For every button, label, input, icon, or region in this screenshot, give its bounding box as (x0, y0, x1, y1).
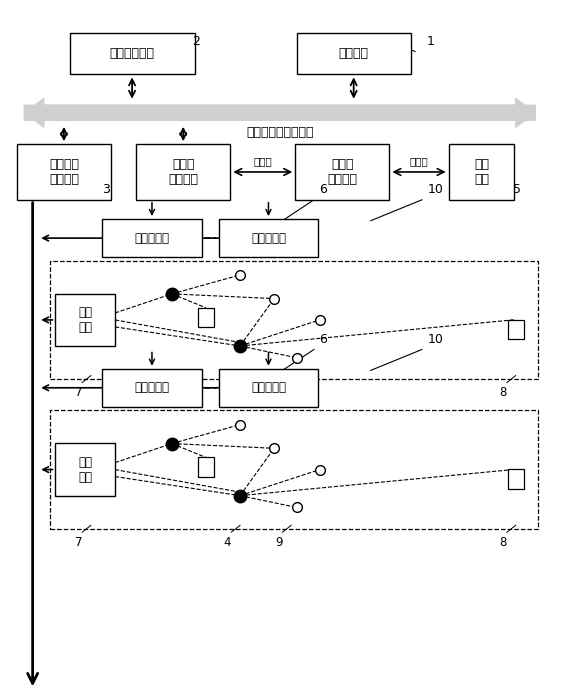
Bar (198, 457, 214, 477)
Text: 4: 4 (224, 386, 231, 399)
Text: 5: 5 (513, 183, 521, 196)
FancyArrow shape (24, 98, 536, 127)
Text: 6: 6 (320, 333, 327, 345)
Bar (55, 443, 115, 496)
Text: 互联网
接入网关: 互联网 接入网关 (327, 158, 357, 186)
Bar (198, 308, 214, 327)
Bar (70, 33, 195, 75)
Bar (295, 144, 389, 200)
Text: 10: 10 (428, 183, 444, 196)
Text: 互联网: 互联网 (409, 157, 428, 166)
Text: 3: 3 (103, 183, 110, 196)
Bar (508, 469, 524, 489)
Bar (102, 219, 202, 257)
Text: 9: 9 (275, 535, 283, 549)
Text: 6: 6 (320, 183, 327, 196)
Text: 数据库服务器: 数据库服务器 (110, 47, 155, 60)
FancyArrow shape (24, 98, 536, 127)
Text: 有线传感器: 有线传感器 (134, 381, 170, 394)
Text: 2: 2 (192, 35, 200, 48)
Bar (219, 368, 318, 407)
Text: 网关
节点: 网关 节点 (78, 306, 92, 334)
Bar (102, 368, 202, 407)
Bar (449, 144, 514, 200)
Bar (136, 144, 230, 200)
Text: 7: 7 (75, 535, 82, 549)
Bar (17, 144, 111, 200)
Text: 有线传感器: 有线传感器 (134, 231, 170, 245)
Text: 监控终端: 监控终端 (339, 47, 369, 60)
Bar (50, 261, 538, 379)
Text: 4: 4 (224, 535, 231, 549)
Text: 7: 7 (75, 386, 82, 399)
Text: 8: 8 (500, 535, 507, 549)
Bar (508, 319, 524, 339)
Text: 远程
终端: 远程 终端 (474, 158, 489, 186)
Text: 有线传感器: 有线传感器 (251, 381, 286, 394)
Text: 互联网: 互联网 (254, 157, 272, 166)
Text: 10: 10 (428, 333, 444, 345)
Bar (297, 33, 411, 75)
Text: 网关
节点: 网关 节点 (78, 456, 92, 484)
Bar (219, 219, 318, 257)
Bar (50, 410, 538, 528)
Text: 1: 1 (427, 35, 435, 48)
Text: 互联网
接入网关: 互联网 接入网关 (168, 158, 198, 186)
Bar (55, 294, 115, 346)
Text: 地面监控室网络总线: 地面监控室网络总线 (246, 126, 313, 139)
Text: 8: 8 (500, 386, 507, 399)
Text: 井下监控
接入主机: 井下监控 接入主机 (49, 158, 79, 186)
Text: 9: 9 (275, 386, 283, 399)
Text: 有线传感器: 有线传感器 (251, 231, 286, 245)
